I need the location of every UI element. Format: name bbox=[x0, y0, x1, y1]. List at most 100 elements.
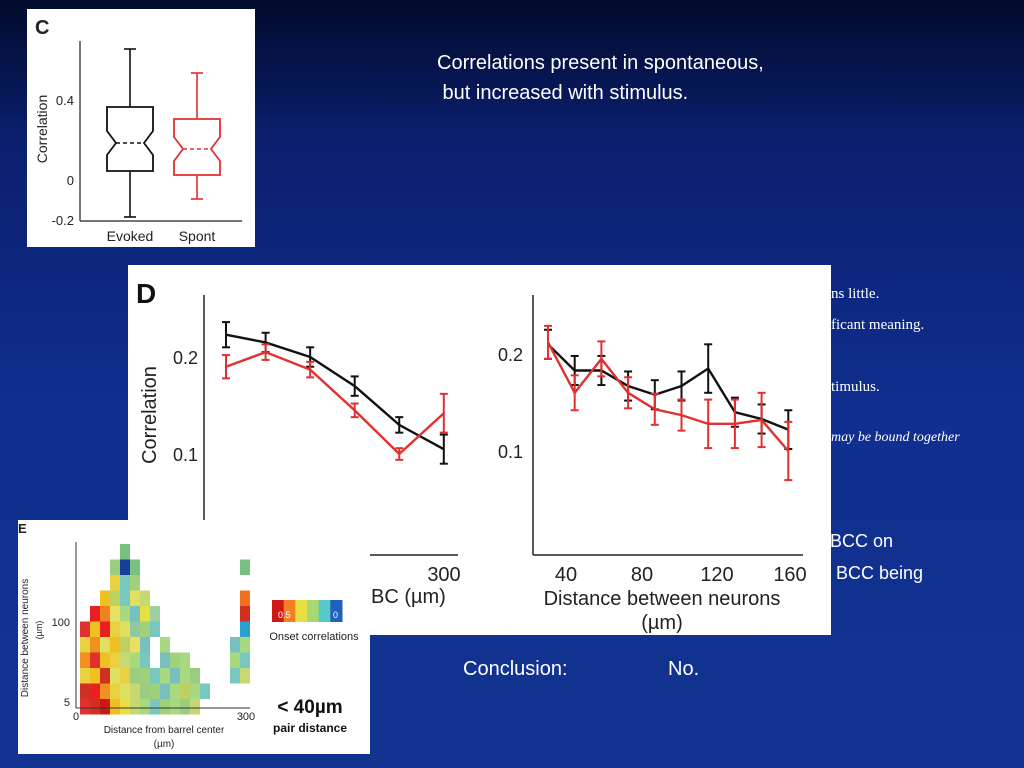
heatmap-cell bbox=[130, 699, 140, 715]
heatmap-xtick-label: 300 bbox=[237, 711, 255, 723]
heatmap-cell bbox=[160, 683, 170, 699]
colorbar-segment bbox=[330, 600, 343, 622]
colorbar-tick-label: 0.5 bbox=[278, 610, 291, 620]
series-line bbox=[225, 350, 445, 456]
colorbar-tick-label: 0 bbox=[333, 610, 338, 620]
series-red bbox=[544, 324, 793, 482]
slide-heading-line1: Correlations present in spontaneous, bbox=[437, 52, 764, 74]
panel-c-label: C bbox=[35, 17, 49, 39]
heatmap-cell bbox=[120, 544, 130, 560]
heatmap-cell bbox=[90, 699, 100, 715]
right-xtick-label: 120 bbox=[700, 564, 733, 586]
heatmap-cell bbox=[130, 683, 140, 699]
heatmap-cell bbox=[100, 683, 110, 699]
colorbar-segment bbox=[307, 600, 320, 622]
heatmap-cell bbox=[90, 652, 100, 668]
left-ytick-label: 0.1 bbox=[173, 445, 198, 465]
heatmap-cell bbox=[80, 683, 90, 699]
heatmap-cell bbox=[190, 699, 200, 715]
distance-correlation-chart: D Correlation 0.2 0.1 300 BC (µm) 0.2 0.… bbox=[136, 278, 807, 634]
heatmap-cell bbox=[100, 590, 110, 606]
heatmap-cell bbox=[170, 683, 180, 699]
panel-e-label: E bbox=[18, 521, 27, 536]
heatmap-cell bbox=[110, 652, 120, 668]
heatmap-cell bbox=[150, 683, 160, 699]
boxplot-chart: C Correlation 0.4 0 -0.2 Evoked Spont bbox=[34, 17, 242, 244]
boxplot-category-label: Evoked bbox=[107, 228, 154, 244]
heatmap-cell bbox=[240, 559, 250, 575]
colorbar-segment bbox=[272, 600, 285, 622]
heatmap-cell bbox=[110, 699, 120, 715]
heatmap-cell bbox=[90, 683, 100, 699]
boxplot-ylabel: Correlation bbox=[34, 95, 50, 163]
conclusion-value: No. bbox=[668, 658, 700, 680]
heatmap-cell bbox=[90, 606, 100, 622]
bg-text-line3: timulus. bbox=[831, 379, 880, 395]
right-xlabel-unit: (µm) bbox=[641, 612, 683, 634]
colorbar-label: Onset correlations bbox=[269, 631, 359, 643]
colorbar-segment bbox=[283, 600, 296, 622]
heatmap-cell bbox=[160, 668, 170, 684]
linechart-ylabel: Correlation bbox=[139, 366, 161, 464]
heatmap-cell bbox=[120, 575, 130, 591]
box-spont bbox=[173, 72, 221, 200]
series-line bbox=[225, 333, 445, 451]
heatmap-cell bbox=[120, 668, 130, 684]
panel-c-boxplot: C Correlation 0.4 0 -0.2 Evoked Spont bbox=[27, 9, 255, 247]
heatmap-cell bbox=[120, 683, 130, 699]
boxplot-ytick-label: -0.2 bbox=[52, 213, 74, 228]
heatmap-ylabel-unit: (µm) bbox=[34, 621, 44, 640]
heatmap-cell bbox=[180, 699, 190, 715]
heatmap-cell bbox=[170, 699, 180, 715]
colorbar-segment bbox=[318, 600, 331, 622]
right-xtick-label: 160 bbox=[773, 564, 806, 586]
heatmap-cell bbox=[80, 699, 90, 715]
heatmap-cell bbox=[120, 699, 130, 715]
heatmap-cell bbox=[130, 652, 140, 668]
left-xtick-label: 300 bbox=[427, 564, 460, 586]
boxplot-ytick-label: 0.4 bbox=[56, 93, 74, 108]
panel-d-label: D bbox=[136, 278, 156, 309]
series-red bbox=[222, 343, 448, 461]
heatmap-cell bbox=[140, 683, 150, 699]
heatmap-cell bbox=[110, 575, 120, 591]
heatmap-cell bbox=[150, 668, 160, 684]
heatmap-ytick-label: 100 bbox=[52, 617, 70, 629]
left-xlabel: BC (µm) bbox=[371, 586, 446, 608]
heatmap-cell bbox=[100, 668, 110, 684]
heatmap-cell bbox=[240, 606, 250, 622]
heatmap-cell bbox=[240, 637, 250, 653]
boxplot-ytick-label: 0 bbox=[67, 173, 74, 188]
heatmap-cell bbox=[120, 637, 130, 653]
heatmap-cell bbox=[170, 652, 180, 668]
heatmap-cell bbox=[240, 590, 250, 606]
heatmap-cell bbox=[130, 559, 140, 575]
heatmap-cell bbox=[160, 652, 170, 668]
heatmap-cell bbox=[240, 652, 250, 668]
heatmap-cell bbox=[130, 668, 140, 684]
heatmap-cell bbox=[80, 652, 90, 668]
heatmap-ytick-label: 5 bbox=[64, 697, 70, 709]
box-evoked bbox=[106, 48, 154, 218]
right-xtick-label: 80 bbox=[631, 564, 653, 586]
pair-distance-label: pair distance bbox=[273, 721, 347, 735]
heatmap-cell bbox=[120, 559, 130, 575]
heatmap-cell bbox=[120, 590, 130, 606]
heatmap-cell bbox=[100, 637, 110, 653]
left-ytick-label: 0.2 bbox=[173, 348, 198, 368]
panel-e-heatmap: E Distance between neurons (µm) 100 5 0 … bbox=[18, 520, 370, 754]
series-line bbox=[547, 343, 789, 431]
heatmap-cell bbox=[170, 668, 180, 684]
bg-bcc-line1: BCC on bbox=[830, 531, 894, 551]
conclusion-label: Conclusion: bbox=[463, 658, 568, 680]
series-black bbox=[544, 328, 793, 451]
heatmap-cell bbox=[130, 621, 140, 637]
heatmap-cell bbox=[180, 683, 190, 699]
heatmap-cell bbox=[240, 668, 250, 684]
heatmap-cell bbox=[140, 699, 150, 715]
heatmap-cell bbox=[80, 668, 90, 684]
series-line bbox=[546, 341, 790, 452]
heatmap-cell bbox=[110, 668, 120, 684]
heatmap-cell bbox=[110, 621, 120, 637]
heatmap-cell bbox=[130, 606, 140, 622]
